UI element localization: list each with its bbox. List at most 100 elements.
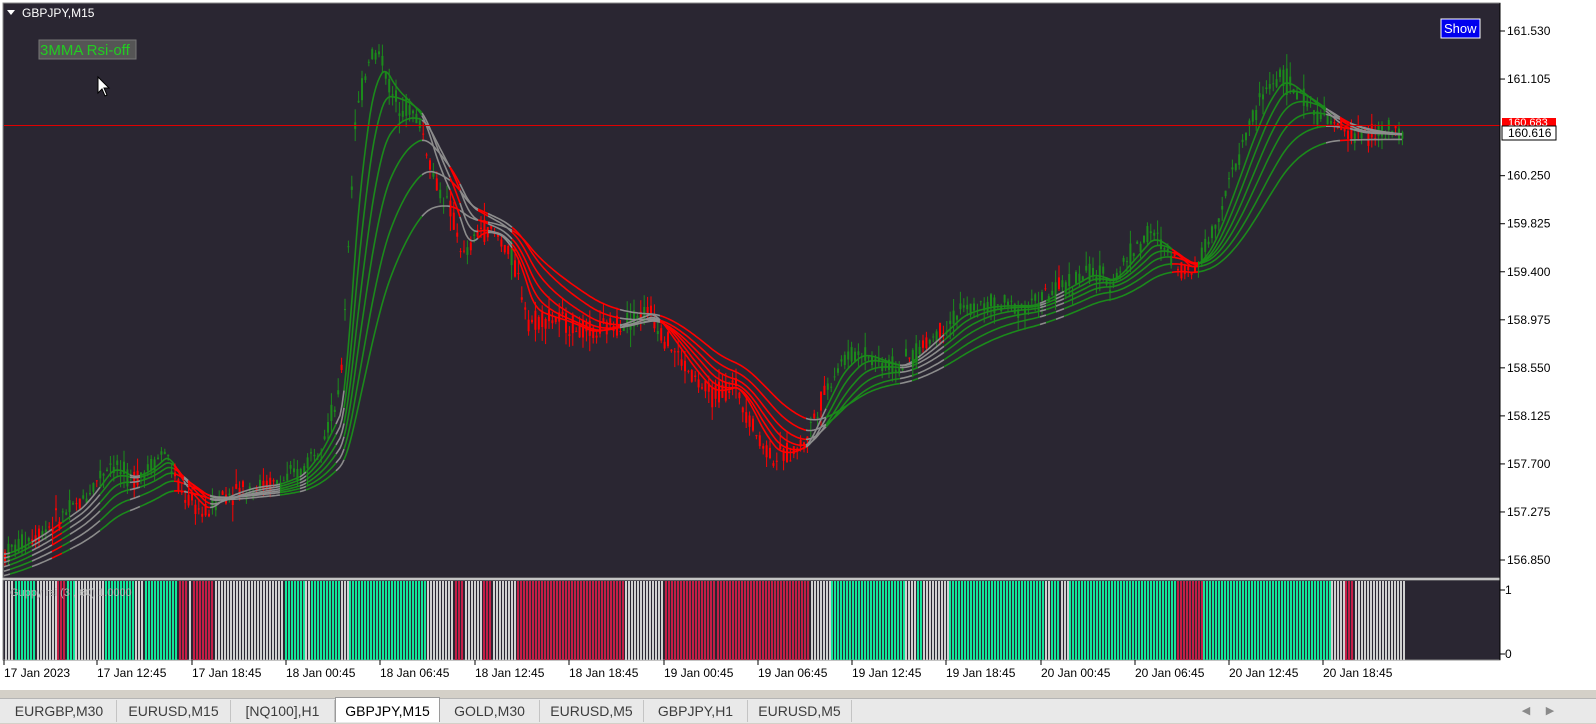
histogram-bar: [894, 581, 896, 660]
histogram-bar: [84, 581, 86, 660]
histogram-bar: [1105, 581, 1107, 660]
guppy-ma-line: [421, 115, 451, 191]
candle-body: [639, 311, 642, 321]
tab--nq100-h1[interactable]: [NQ100],H1: [231, 700, 335, 722]
candle-body: [823, 385, 826, 395]
histogram-bar: [1269, 581, 1271, 660]
tab-eurusd-m5[interactable]: EURUSD,M5: [540, 700, 644, 722]
time-tick-label: 18 Jan 12:45: [475, 666, 545, 680]
histogram-bar: [879, 581, 881, 660]
guppy-ma-line: [1171, 256, 1199, 265]
candle-body: [374, 52, 377, 60]
guppy-ma-line: [343, 95, 423, 408]
price-tick-label: 161.105: [1507, 72, 1551, 86]
histogram-bar: [888, 581, 890, 660]
histogram-bar: [442, 581, 444, 660]
histogram-bar: [1351, 581, 1353, 660]
tab-gold-m30[interactable]: GOLD,M30: [440, 700, 540, 722]
histogram-bar: [329, 581, 331, 660]
show-button[interactable]: [1440, 18, 1481, 39]
histogram-bar: [631, 581, 633, 660]
tab-gbpjpy-h1[interactable]: GBPJPY,H1: [644, 700, 748, 722]
guppy-ma-line: [1349, 122, 1403, 135]
price-tick-label: 160.250: [1507, 169, 1551, 183]
histogram-bar: [726, 581, 728, 660]
histogram-bar: [1186, 581, 1188, 660]
guppy-ma-line: [299, 482, 307, 487]
indicator-label-box[interactable]: [38, 39, 137, 60]
histogram-bar: [87, 581, 89, 660]
guppy-ma-line: [487, 212, 513, 228]
histogram-bar: [1206, 581, 1208, 660]
histogram-bar: [123, 581, 125, 660]
candle-body: [602, 318, 605, 323]
guppy-ma-line: [3, 555, 11, 559]
candle-body: [7, 543, 10, 560]
histogram-bar: [215, 581, 217, 660]
histogram-bar: [193, 581, 195, 660]
tab-eurusd-m15[interactable]: EURUSD,M15: [117, 700, 231, 722]
guppy-ma-line: [299, 479, 307, 484]
histogram-bar: [1343, 581, 1345, 660]
histogram-bar: [1403, 581, 1405, 660]
histogram-bar: [33, 581, 35, 660]
guppy-ma-line: [619, 308, 661, 317]
candle-body: [34, 535, 37, 542]
histogram-bar: [958, 581, 960, 660]
histogram-bar: [46, 581, 48, 660]
candle-body: [1013, 303, 1016, 314]
tab-eurgbp-m30[interactable]: EURGBP,M30: [2, 700, 117, 722]
chevron-left-icon[interactable]: ◀: [1521, 705, 1531, 717]
candle-body: [582, 319, 584, 338]
histogram-bar: [300, 581, 302, 660]
histogram-bar: [967, 581, 969, 660]
candle-body: [667, 332, 669, 347]
histogram-bar: [1087, 581, 1089, 660]
histogram-bar: [1278, 581, 1280, 660]
histogram-bar: [63, 581, 65, 660]
guppy-ma-line: [1055, 307, 1065, 313]
guppy-ma-line: [1055, 294, 1065, 300]
candle-body: [293, 468, 295, 473]
candle-body: [119, 471, 122, 475]
histogram-bar: [1015, 581, 1017, 660]
chart-window[interactable]: 161.530 161.105 160.250 159.825 159.400 158.9…: [0, 0, 1596, 690]
tab-gbpjpy-m15[interactable]: GBPJPY,M15: [335, 697, 440, 722]
candle-body: [211, 497, 214, 508]
histogram-bar: [792, 581, 794, 660]
candle-body: [646, 307, 649, 317]
candle-body: [347, 246, 350, 248]
candle-body: [816, 416, 819, 418]
guppy-ma-line: [943, 323, 1041, 368]
guppy-ma-line: [305, 444, 337, 481]
candle-body: [1265, 87, 1268, 89]
histogram-bar: [502, 581, 504, 660]
histogram-bar: [1221, 581, 1223, 660]
candle-body: [728, 390, 731, 393]
candle-body: [551, 320, 554, 324]
histogram-bar: [1075, 581, 1077, 660]
guppy-ma-line: [911, 362, 919, 367]
histogram-bar: [415, 581, 417, 660]
histogram-bar: [929, 581, 931, 660]
main-price-panel[interactable]: [2, 2, 1501, 579]
chart-canvas[interactable]: 161.530 161.105 160.250 159.825 159.400 158.9…: [0, 0, 1596, 690]
guppy-ma-line: [487, 222, 513, 240]
guppy-ma-line: [61, 527, 71, 534]
histogram-bar: [230, 581, 232, 660]
candle-body: [704, 380, 707, 392]
histogram-bar: [421, 581, 423, 660]
candle-body: [1241, 139, 1244, 143]
candle-body: [422, 133, 425, 135]
chevron-right-icon[interactable]: ▶: [1545, 705, 1555, 717]
histogram-bar: [1141, 581, 1143, 660]
histogram-bar: [885, 581, 887, 660]
guppy-ma-line: [825, 366, 901, 426]
histogram-bar: [160, 581, 162, 660]
candle-body: [592, 327, 595, 338]
triangle-down-icon[interactable]: [7, 10, 15, 15]
guppy-ma-line: [911, 356, 919, 363]
candle-body: [1112, 284, 1115, 286]
tab-eurusd-m5[interactable]: EURUSD,M5: [748, 700, 852, 722]
guppy-ma-line: [917, 334, 945, 359]
